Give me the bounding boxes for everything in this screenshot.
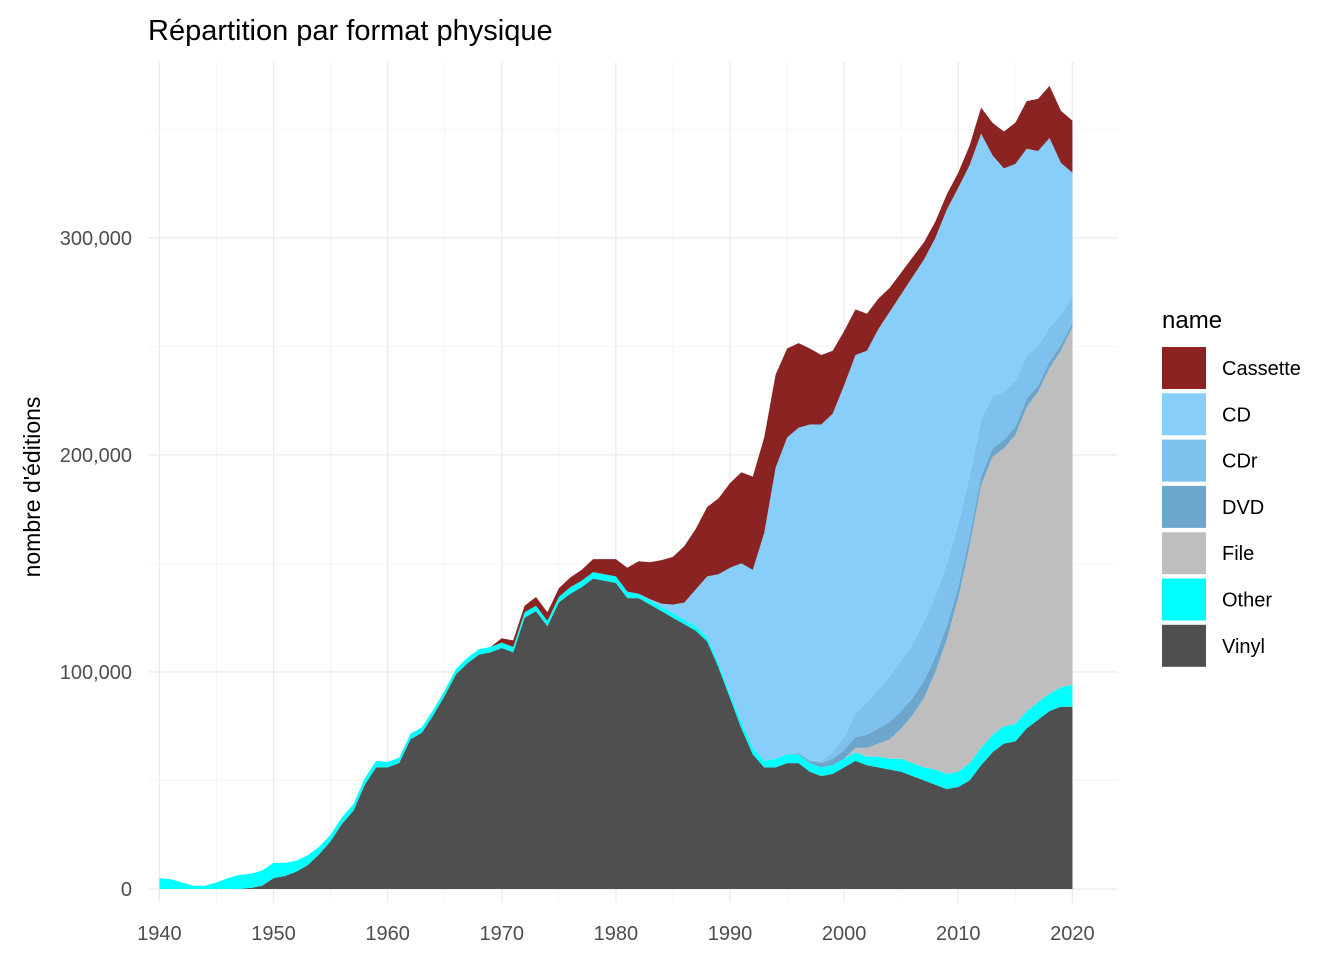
y-tick-label: 0 (121, 879, 132, 901)
legend-title: name (1162, 307, 1222, 334)
legend-label-cd: CD (1222, 404, 1251, 426)
x-tick-label: 2010 (936, 923, 981, 945)
legend-swatch-dvd (1162, 485, 1206, 528)
legend-swatch-cassette (1162, 347, 1206, 389)
area-cdr (159, 296, 1073, 886)
legend-swatch-other (1162, 578, 1206, 621)
x-tick-label: 1960 (365, 923, 410, 945)
legend-swatch-cd (1162, 393, 1206, 436)
y-axis-title: nombre d'éditions (19, 397, 45, 578)
chart-title: Répartition par format physique (148, 15, 553, 47)
legend: name Cassette CD CDr DVD File Other Vinyl (1162, 307, 1301, 667)
legend-label-file: File (1222, 543, 1254, 565)
stacked-areas (159, 85, 1073, 889)
x-axis-ticks: 1940 1950 1960 1970 1980 1990 2000 2010 2020 (137, 923, 1094, 945)
legend-label-cassette: Cassette (1222, 358, 1301, 380)
x-tick-label: 2000 (822, 923, 867, 945)
legend-label-other: Other (1222, 590, 1272, 612)
legend-swatch-cdr (1162, 439, 1206, 482)
legend-label-dvd: DVD (1222, 497, 1264, 519)
x-tick-label: 1970 (480, 923, 525, 945)
area-vinyl (159, 578, 1073, 889)
y-axis-ticks: 0 100,000 200,000 300,000 (60, 228, 132, 901)
y-tick-label: 200,000 (60, 445, 132, 467)
y-tick-label: 300,000 (60, 228, 132, 250)
y-tick-label: 100,000 (60, 662, 132, 684)
legend-label-cdr: CDr (1222, 451, 1258, 473)
legend-label-vinyl: Vinyl (1222, 636, 1265, 658)
x-tick-label: 1990 (708, 923, 753, 945)
area-cd (159, 133, 1073, 886)
legend-swatch-vinyl (1162, 624, 1206, 667)
x-tick-label: 1980 (594, 923, 639, 945)
legend-swatch-file (1162, 532, 1206, 575)
x-tick-label: 1950 (251, 923, 296, 945)
x-tick-label: 1940 (137, 923, 182, 945)
x-tick-label: 2020 (1050, 923, 1095, 945)
